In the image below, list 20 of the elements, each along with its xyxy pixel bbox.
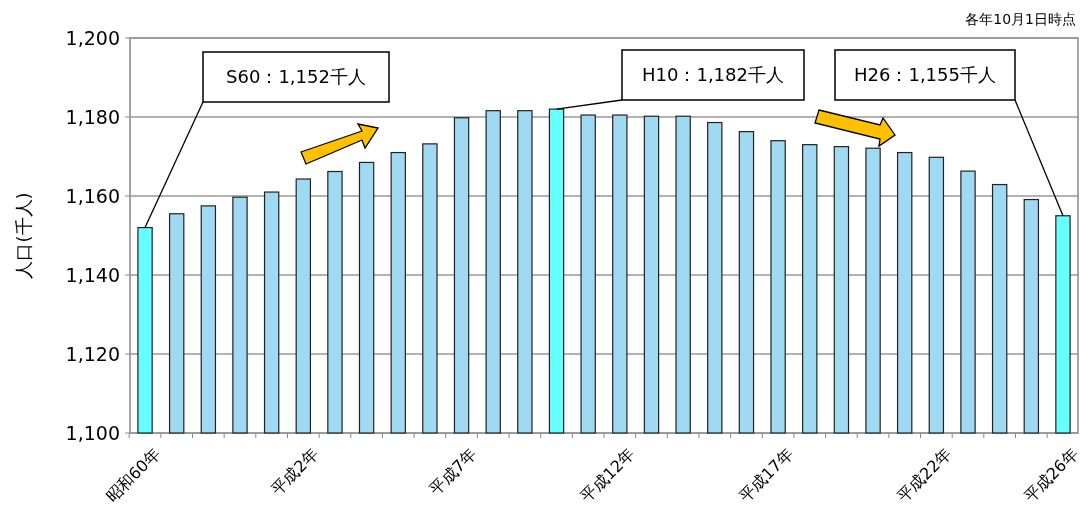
y-tick-label: 1,140 xyxy=(65,263,120,286)
text: 各年10月1日時点 xyxy=(965,11,1076,27)
y-tick-label: 1,100 xyxy=(65,421,120,444)
x-tick-label: 昭和60年 xyxy=(102,444,164,507)
x-tick-label: 平成7年 xyxy=(425,444,481,499)
y-tick-label: 1,160 xyxy=(65,184,120,207)
x-tick-label: 平成17年 xyxy=(735,444,797,507)
x-tick-label: 平成2年 xyxy=(267,444,323,499)
annotation: H26：1,155千人 xyxy=(854,64,996,86)
y-tick-label: 1,200 xyxy=(65,26,120,49)
y-tick-label: 1,180 xyxy=(65,105,120,128)
x-tick-label: 平成12年 xyxy=(576,444,639,507)
y-tick-label: 1,120 xyxy=(65,342,120,365)
callout-box: S60：1,152千人 xyxy=(144,51,390,229)
callout-box: H26：1,155千人 xyxy=(834,49,1064,217)
x-tick-label: 平成26年 xyxy=(1019,444,1080,507)
x-tick-label: 平成22年 xyxy=(893,444,956,507)
annotation: S60：1,152千人 xyxy=(226,66,366,88)
y-axis-title: 人口(千人) xyxy=(13,192,34,279)
annotation: H10：1,182千人 xyxy=(642,64,784,86)
